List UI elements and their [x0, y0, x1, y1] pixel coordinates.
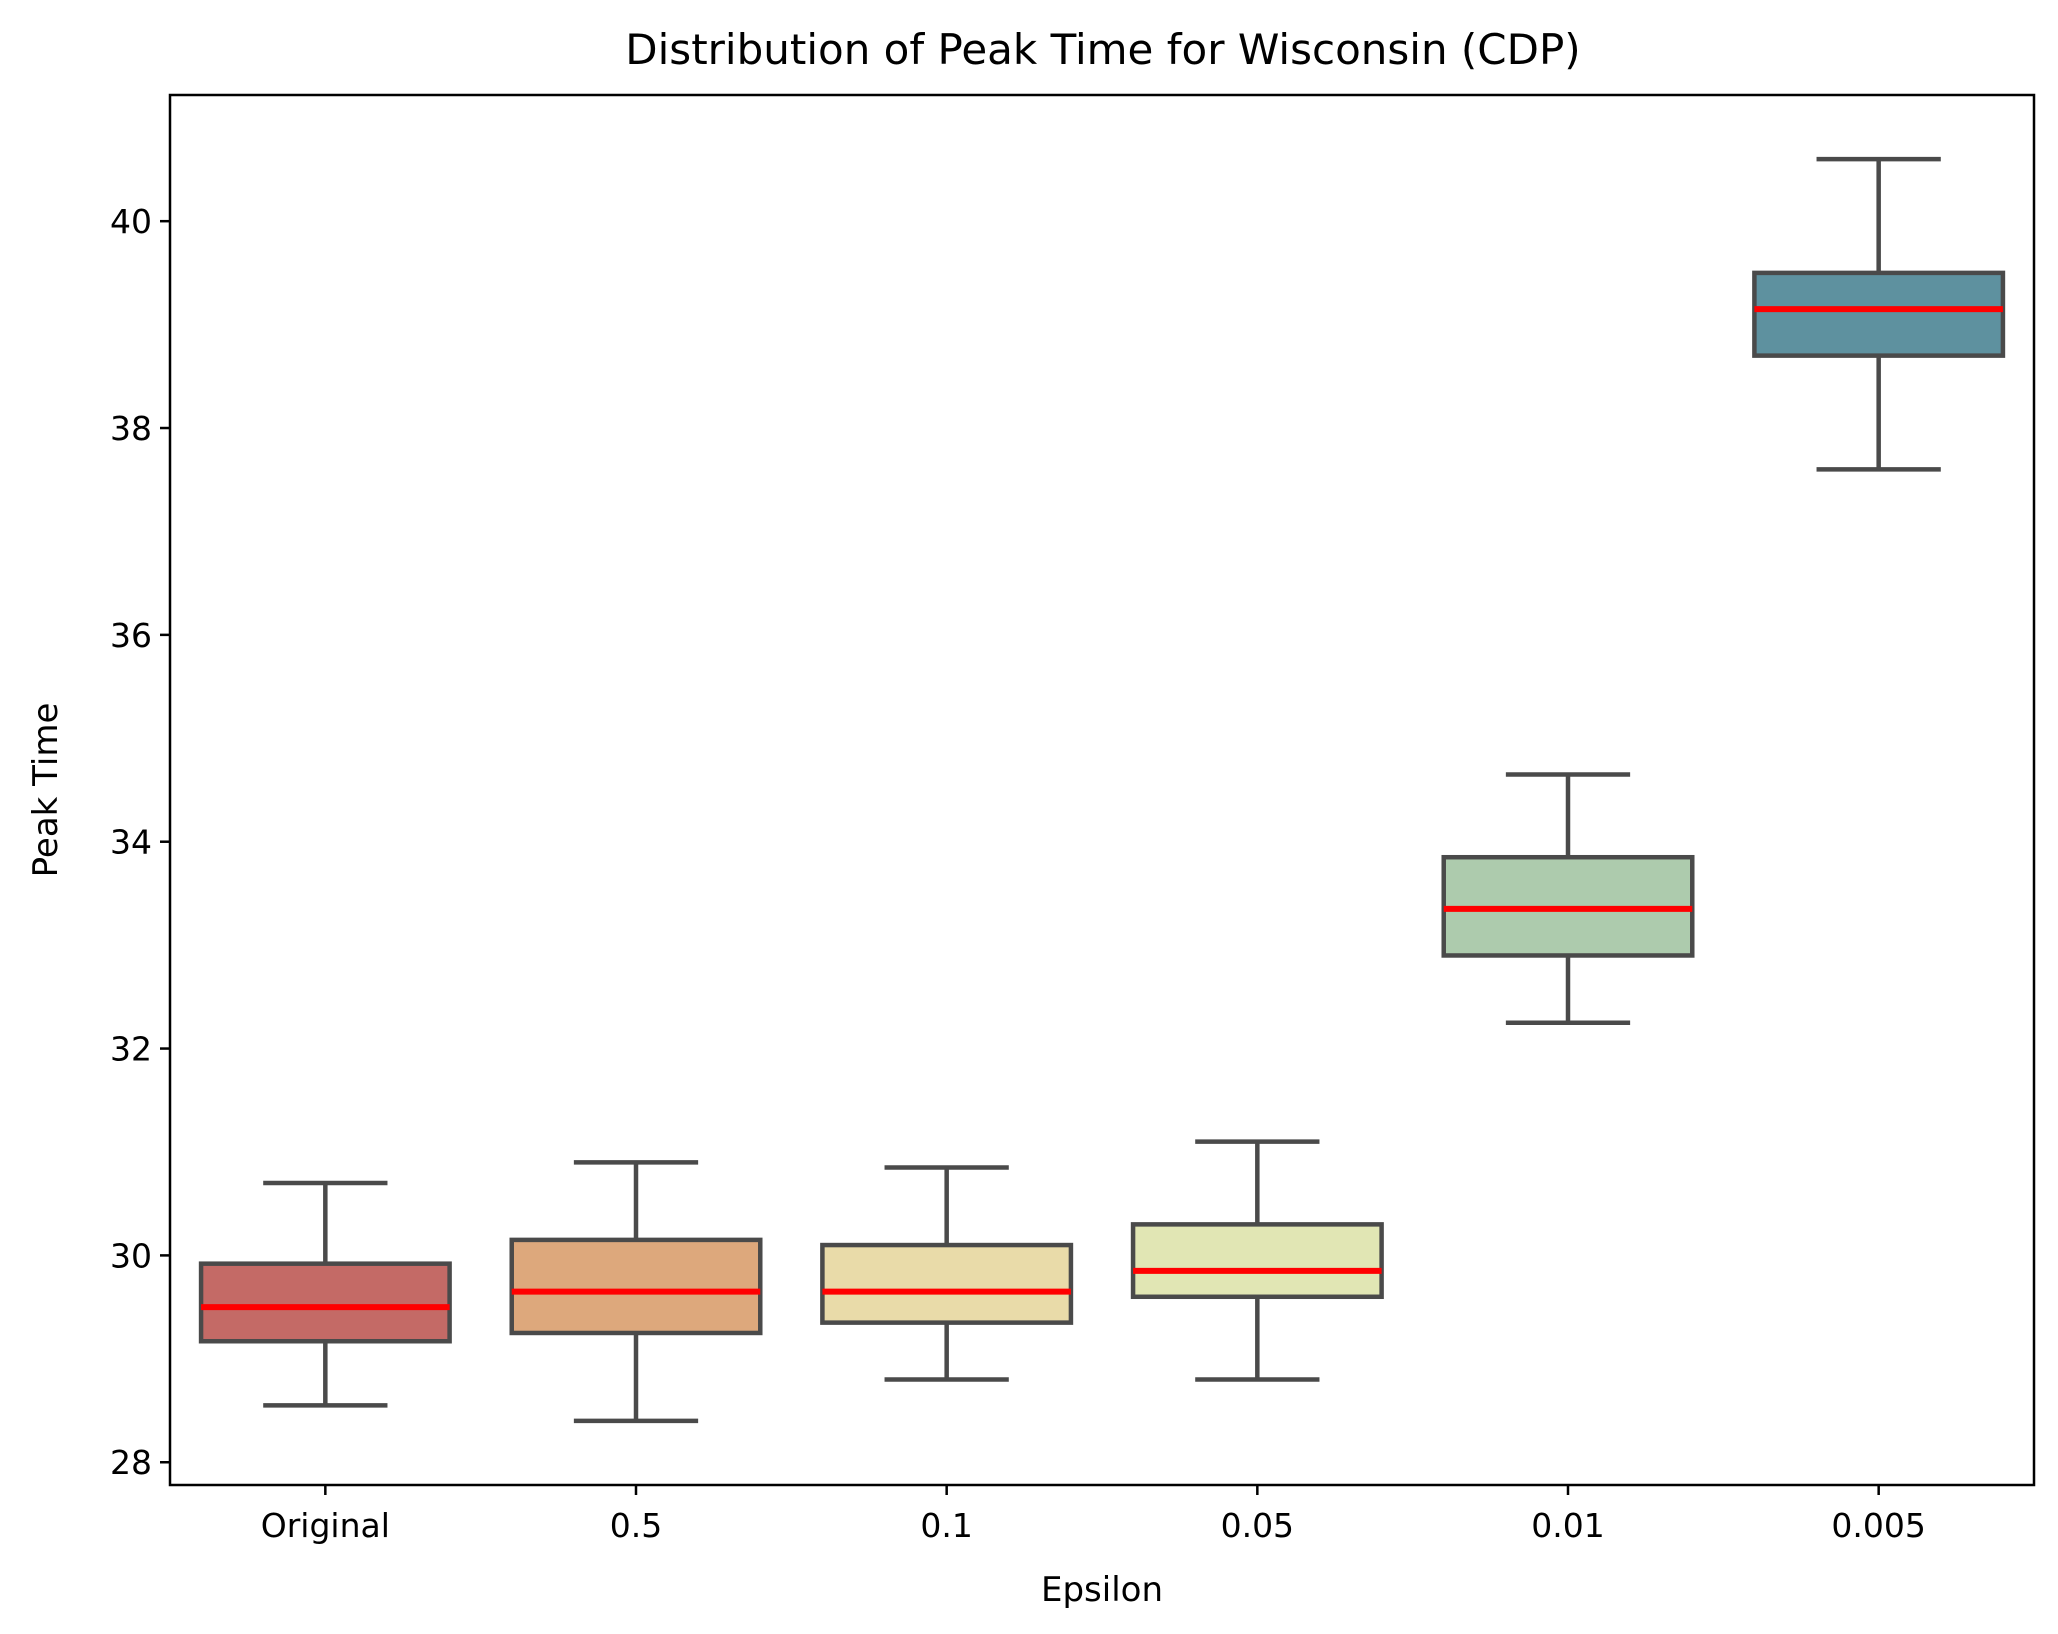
box-body [198, 1261, 452, 1344]
axes-frame [168, 93, 2036, 1487]
y-tick-label-28: 28 [110, 1443, 152, 1482]
chart-title: Distribution of Peak Time for Wisconsin … [625, 25, 1580, 74]
plot-area [198, 156, 2006, 1424]
box-body [1752, 270, 2006, 358]
x-tick-label-0.01: 0.01 [1531, 1506, 1604, 1545]
box-group-Original [198, 1180, 452, 1408]
box-group-0.1 [820, 1165, 1074, 1382]
x-axis-label: Epsilon [1041, 1570, 1163, 1610]
box-body [820, 1242, 1074, 1325]
x-tick-label-0.05: 0.05 [1221, 1506, 1294, 1545]
x-tick-label-0.1: 0.1 [920, 1506, 972, 1545]
box-group-0.005 [1752, 156, 2006, 472]
box-group-0.01 [1441, 772, 1695, 1025]
y-tick-label-36: 36 [110, 616, 152, 655]
box-group-0.05 [1130, 1139, 1384, 1382]
y-tick-label-38: 38 [110, 409, 152, 448]
y-tick-label-32: 32 [110, 1030, 152, 1069]
y-tick-label-30: 30 [110, 1236, 152, 1275]
box-body [1130, 1222, 1384, 1300]
y-axis: 28 30 32 34 36 38 40 [110, 202, 170, 1482]
x-tick-label-0.5: 0.5 [610, 1506, 662, 1545]
y-tick-label-40: 40 [110, 202, 152, 241]
box-group-0.5 [509, 1160, 763, 1424]
x-tick-label-Original: Original [261, 1506, 390, 1545]
x-axis: Original 0.5 0.1 0.05 0.01 0.005 [261, 1485, 1926, 1545]
y-tick-label-34: 34 [110, 823, 152, 862]
y-axis-label: Peak Time [26, 703, 66, 878]
x-tick-label-0.005: 0.005 [1831, 1506, 1925, 1545]
box-body [509, 1237, 763, 1336]
